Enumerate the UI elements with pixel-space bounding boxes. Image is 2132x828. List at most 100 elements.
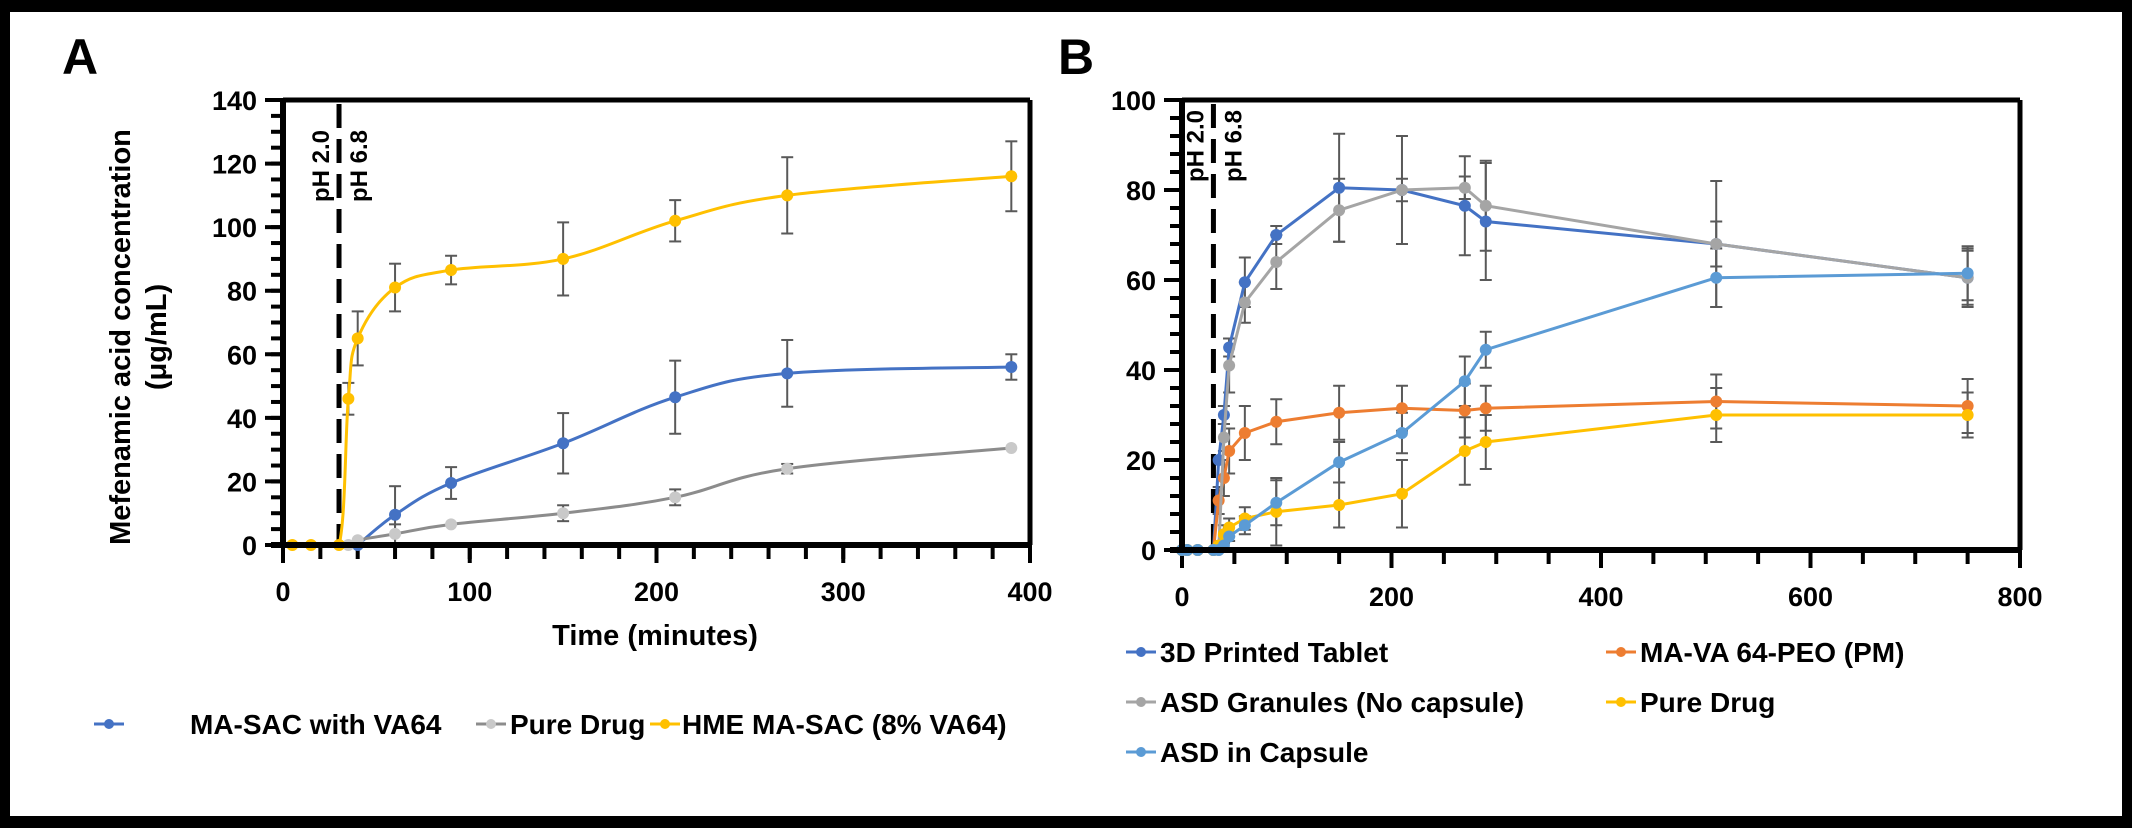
legend-swatch-marker: [486, 719, 496, 729]
error-bars: [1217, 132, 1974, 425]
data-point: [1479, 436, 1492, 448]
data-point: [781, 189, 794, 202]
data-point: [1961, 267, 1974, 280]
y-tick-label: 60: [1126, 266, 1156, 296]
data-point: [1223, 530, 1236, 543]
data-point: [1458, 445, 1471, 457]
y-tick-label: 20: [1126, 446, 1156, 476]
series-3d-printed-tablet: [1176, 181, 1974, 556]
legend-swatch-marker: [1136, 747, 1146, 757]
y-tick-label: 100: [212, 213, 257, 243]
x-tick-label: 400: [1007, 577, 1052, 607]
y-tick-label: 20: [227, 467, 257, 497]
y-tick-label: 80: [1126, 176, 1156, 206]
x-axis-title: Time (minutes): [552, 620, 758, 652]
data-point: [1333, 204, 1346, 217]
data-point: [342, 392, 355, 405]
ph-label-acidic: pH 2.0: [308, 130, 335, 202]
series-pure-drug: [342, 442, 1018, 551]
legend-label: HME MA-SAC (8% VA64): [682, 709, 1007, 740]
y-axis-title: Mefenamic acid concentration (μg/mL): [105, 129, 173, 545]
series-line: [356, 365, 1012, 547]
ph-label-neutral: pH 6.8: [1220, 110, 1247, 182]
legend-item: 3D Printed Tablet: [1126, 637, 1388, 668]
x-tick-label: 0: [275, 577, 290, 607]
data-point: [1270, 256, 1283, 268]
axis-ticks: 0 20 40 60 80 100 0 200 400 600 800: [1111, 86, 2043, 612]
data-point: [1238, 519, 1251, 532]
data-point: [1270, 505, 1283, 518]
y-tick-label: 40: [227, 404, 257, 434]
x-tick-label: 200: [634, 577, 679, 607]
data-point: [1238, 276, 1251, 289]
data-point: [1005, 361, 1018, 373]
figure: A Mefenamic acid concentration (μg/mL) T…: [10, 12, 2122, 816]
data-point: [445, 264, 458, 277]
legend-swatch-marker: [1136, 697, 1146, 707]
legend-label: ASD in Capsule: [1160, 737, 1368, 768]
data-point: [1458, 375, 1471, 388]
error-bars: [1217, 159, 1974, 452]
data-point: [1217, 472, 1230, 484]
y-tick-label: 40: [1126, 356, 1156, 386]
data-point: [781, 462, 794, 475]
series-line: [1182, 399, 1968, 552]
series-pure-drug: [1176, 409, 1974, 556]
data-point: [445, 477, 458, 490]
data-point: [1710, 409, 1723, 421]
data-point: [1710, 271, 1723, 284]
y-tick-label: 140: [212, 86, 257, 116]
y-tick-label: 100: [1111, 86, 1156, 116]
series-line: [1182, 413, 1968, 552]
data-point: [351, 332, 364, 345]
x-tick-label: 100: [447, 577, 492, 607]
data-point: [557, 252, 570, 265]
data-point: [1961, 400, 1974, 412]
y-axis-title-line-2: (μg/mL): [141, 284, 173, 390]
error-bars: [389, 338, 1018, 545]
data-point: [1223, 445, 1236, 457]
panel-label-a: A: [62, 29, 98, 85]
series-layer: [1176, 132, 1974, 556]
y-tick-label: 120: [212, 150, 257, 180]
data-point: [1270, 229, 1283, 241]
data-point: [1710, 395, 1723, 408]
ph-change-marker: pH 2.0 pH 6.8: [308, 104, 373, 545]
y-tick-label: 80: [227, 277, 257, 307]
data-point: [1395, 427, 1408, 439]
data-point: [1458, 404, 1471, 417]
data-point: [1479, 402, 1492, 415]
data-point: [1395, 402, 1408, 415]
legend-item: Pure Drug: [476, 709, 645, 740]
ph-label-neutral: pH 6.8: [346, 130, 373, 202]
data-point: [557, 507, 570, 520]
data-point: [1223, 359, 1236, 372]
legend-item: MA-VA 64-PEO (PM): [1606, 637, 1904, 668]
data-point: [669, 491, 682, 504]
data-point: [445, 518, 458, 531]
legend-item: Pure Drug: [1606, 687, 1775, 718]
data-point: [1710, 238, 1723, 250]
chart-panel-a: A Mefenamic acid concentration (μg/mL) T…: [62, 29, 1053, 740]
plot-frame: [271, 97, 1033, 548]
y-tick-label: 60: [227, 340, 257, 370]
data-point: [1238, 427, 1251, 439]
data-point: [1395, 487, 1408, 500]
series-ma-va-64-peo-pm-: [1176, 395, 1974, 556]
legend-item: ASD in Capsule: [1126, 737, 1368, 768]
x-tick-label: 400: [1578, 582, 1623, 612]
x-tick-label: 800: [1997, 582, 2042, 612]
data-point: [1238, 296, 1251, 309]
data-point: [1479, 199, 1492, 212]
legend: MA-SAC with VA64 Pure Drug HME MA-SAC (8% …: [94, 709, 1007, 740]
data-point: [669, 214, 682, 227]
series-asd-in-capsule: [1176, 267, 1974, 556]
legend-label: ASD Granules (No capsule): [1160, 687, 1524, 718]
plot-frame: [1170, 97, 2023, 553]
data-point: [781, 367, 794, 380]
data-point: [1333, 181, 1346, 194]
data-point: [1458, 181, 1471, 194]
panel-label-b: B: [1058, 29, 1094, 85]
error-bars: [389, 462, 794, 545]
data-point: [669, 391, 682, 404]
